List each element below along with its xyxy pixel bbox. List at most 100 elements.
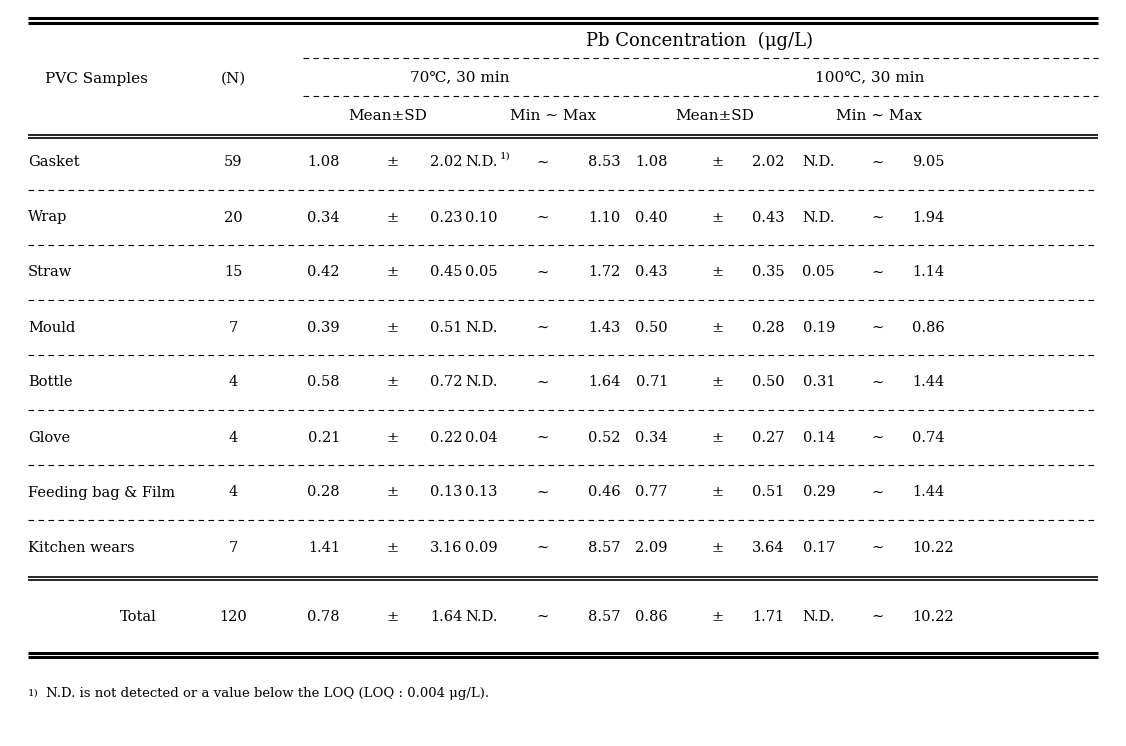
Text: 7: 7 xyxy=(229,321,238,334)
Text: ±: ± xyxy=(712,375,724,389)
Text: 2.02: 2.02 xyxy=(430,155,463,169)
Text: 1.71: 1.71 xyxy=(752,610,784,624)
Text: ∼: ∼ xyxy=(872,610,884,624)
Text: 0.28: 0.28 xyxy=(752,321,785,334)
Text: 120: 120 xyxy=(220,610,247,624)
Text: 70℃, 30 min: 70℃, 30 min xyxy=(410,70,510,84)
Text: ±: ± xyxy=(387,375,399,389)
Text: Kitchen wears: Kitchen wears xyxy=(28,541,135,554)
Text: Bottle: Bottle xyxy=(28,375,72,389)
Text: Straw: Straw xyxy=(28,266,72,280)
Text: N.D.: N.D. xyxy=(465,375,498,389)
Text: 0.34: 0.34 xyxy=(635,430,668,445)
Text: ∼: ∼ xyxy=(872,210,884,225)
Text: 0.23: 0.23 xyxy=(430,210,463,225)
Text: 2.02: 2.02 xyxy=(752,155,785,169)
Text: 0.50: 0.50 xyxy=(635,321,668,334)
Text: 0.05: 0.05 xyxy=(803,266,835,280)
Text: Glove: Glove xyxy=(28,430,70,445)
Text: 0.10: 0.10 xyxy=(465,210,498,225)
Text: 8.57: 8.57 xyxy=(588,541,620,554)
Text: ∼: ∼ xyxy=(872,541,884,554)
Text: ∼: ∼ xyxy=(537,430,549,445)
Text: 0.14: 0.14 xyxy=(803,430,835,445)
Text: ±: ± xyxy=(712,155,724,169)
Text: 0.28: 0.28 xyxy=(307,486,340,500)
Text: ±: ± xyxy=(712,610,724,624)
Text: 0.29: 0.29 xyxy=(803,486,835,500)
Text: Mean±SD: Mean±SD xyxy=(349,108,428,122)
Text: 0.27: 0.27 xyxy=(752,430,785,445)
Text: N.D.: N.D. xyxy=(465,155,498,169)
Text: 4: 4 xyxy=(229,375,238,389)
Text: 0.50: 0.50 xyxy=(752,375,785,389)
Text: 20: 20 xyxy=(224,210,242,225)
Text: 15: 15 xyxy=(224,266,242,280)
Text: 8.57: 8.57 xyxy=(588,610,620,624)
Text: ∼: ∼ xyxy=(537,321,549,334)
Text: PVC Samples: PVC Samples xyxy=(45,72,148,86)
Text: 4: 4 xyxy=(229,430,238,445)
Text: ∼: ∼ xyxy=(872,430,884,445)
Text: 0.78: 0.78 xyxy=(307,610,340,624)
Text: 1.44: 1.44 xyxy=(912,375,945,389)
Text: 1.43: 1.43 xyxy=(588,321,620,334)
Text: 0.34: 0.34 xyxy=(307,210,340,225)
Text: ∼: ∼ xyxy=(537,266,549,280)
Text: 0.45: 0.45 xyxy=(430,266,463,280)
Text: 1): 1) xyxy=(500,152,511,161)
Text: 0.77: 0.77 xyxy=(635,486,668,500)
Text: 1.94: 1.94 xyxy=(912,210,945,225)
Text: 3.16: 3.16 xyxy=(430,541,463,554)
Text: N.D.: N.D. xyxy=(803,210,835,225)
Text: 3.64: 3.64 xyxy=(752,541,785,554)
Text: 0.58: 0.58 xyxy=(307,375,340,389)
Text: ±: ± xyxy=(387,266,399,280)
Text: N.D.: N.D. xyxy=(803,610,835,624)
Text: ∼: ∼ xyxy=(537,210,549,225)
Text: ∼: ∼ xyxy=(537,486,549,500)
Text: 0.17: 0.17 xyxy=(803,541,835,554)
Text: 0.31: 0.31 xyxy=(803,375,835,389)
Text: ±: ± xyxy=(712,321,724,334)
Text: Mean±SD: Mean±SD xyxy=(676,108,754,122)
Text: 0.22: 0.22 xyxy=(430,430,463,445)
Text: ±: ± xyxy=(387,155,399,169)
Text: 0.72: 0.72 xyxy=(430,375,463,389)
Text: 0.52: 0.52 xyxy=(588,430,620,445)
Text: (N): (N) xyxy=(221,72,245,86)
Text: 0.71: 0.71 xyxy=(635,375,668,389)
Text: Gasket: Gasket xyxy=(28,155,80,169)
Text: 0.13: 0.13 xyxy=(430,486,463,500)
Text: ±: ± xyxy=(387,321,399,334)
Text: N.D.: N.D. xyxy=(465,321,498,334)
Text: Feeding bag & Film: Feeding bag & Film xyxy=(28,486,176,500)
Text: 1.08: 1.08 xyxy=(307,155,340,169)
Text: 4: 4 xyxy=(229,486,238,500)
Text: 1.41: 1.41 xyxy=(307,541,340,554)
Text: Min ∼ Max: Min ∼ Max xyxy=(835,108,922,122)
Text: ±: ± xyxy=(712,430,724,445)
Text: ±: ± xyxy=(387,430,399,445)
Text: 1.72: 1.72 xyxy=(588,266,620,280)
Text: 2.09: 2.09 xyxy=(635,541,668,554)
Text: 0.43: 0.43 xyxy=(635,266,668,280)
Text: 9.05: 9.05 xyxy=(912,155,945,169)
Text: ∼: ∼ xyxy=(537,610,549,624)
Text: 0.21: 0.21 xyxy=(307,430,340,445)
Text: 0.40: 0.40 xyxy=(635,210,668,225)
Text: 0.51: 0.51 xyxy=(430,321,463,334)
Text: Min ∼ Max: Min ∼ Max xyxy=(510,108,596,122)
Text: 59: 59 xyxy=(224,155,242,169)
Text: ∼: ∼ xyxy=(872,155,884,169)
Text: 0.51: 0.51 xyxy=(752,486,785,500)
Text: 0.04: 0.04 xyxy=(465,430,498,445)
Text: ±: ± xyxy=(387,610,399,624)
Text: ∼: ∼ xyxy=(872,321,884,334)
Text: 1.10: 1.10 xyxy=(588,210,620,225)
Text: 0.19: 0.19 xyxy=(803,321,835,334)
Text: Mould: Mould xyxy=(28,321,75,334)
Text: Wrap: Wrap xyxy=(28,210,68,225)
Text: 0.05: 0.05 xyxy=(465,266,498,280)
Text: ±: ± xyxy=(387,210,399,225)
